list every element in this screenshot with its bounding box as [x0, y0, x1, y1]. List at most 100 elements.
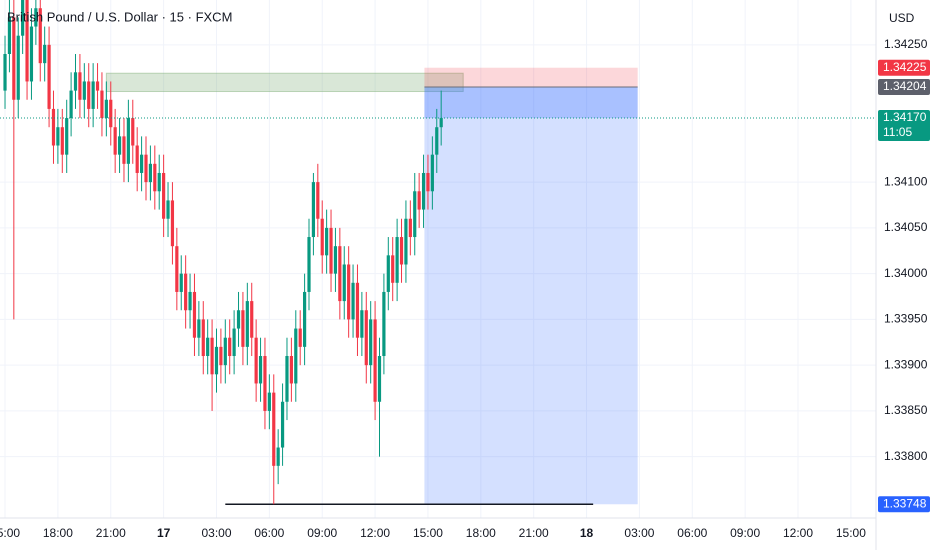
current-price-label: 1.34170: [883, 110, 927, 124]
candle-body: [95, 81, 100, 91]
candle-body: [316, 182, 320, 219]
candle-body: [87, 81, 91, 109]
candle-body: [139, 154, 144, 173]
candle-body: [170, 200, 175, 247]
candle-body: [280, 401, 285, 448]
candle-body: [38, 8, 42, 64]
candle-body: [197, 319, 201, 338]
candle-body: [355, 282, 360, 338]
candle-body: [25, 0, 29, 82]
candle-body: [166, 200, 170, 219]
candle-body: [426, 172, 430, 192]
candle-body: [413, 191, 417, 238]
stop-label-box: [878, 59, 930, 76]
candle-body: [421, 172, 426, 210]
candle-body: [408, 218, 412, 238]
x-tick-label: 18:00: [43, 526, 73, 540]
candle-body: [223, 337, 227, 366]
candle-body: [404, 218, 408, 265]
candle-body: [294, 328, 298, 384]
candle-body: [333, 246, 338, 274]
axes: 1.34250 1.34100 1.34050 1.34000 1.33950 1.339…: [0, 37, 930, 540]
candle-body: [232, 328, 236, 357]
candle-body: [386, 255, 390, 292]
candle-body: [144, 154, 148, 183]
entry-label-box: [878, 78, 930, 95]
candle-body: [417, 191, 421, 210]
candle-body: [113, 127, 117, 155]
candle-body: [21, 0, 25, 36]
candle-body: [69, 90, 73, 119]
candle-body: [175, 246, 179, 292]
plot: [0, 0, 876, 506]
candle-body: [188, 291, 192, 311]
candle-body: [179, 273, 183, 292]
current-price-label-box: [878, 110, 930, 142]
candle-body: [360, 310, 364, 338]
candle-body: [135, 145, 139, 173]
candle-body: [219, 346, 223, 366]
candle-body: [51, 108, 56, 146]
candle-body: [245, 301, 249, 347]
y-tick-label: 1.34100: [884, 174, 928, 188]
candle-body: [302, 291, 307, 347]
candle-body: [122, 136, 126, 164]
candle-body: [109, 99, 113, 128]
candle-body: [285, 356, 289, 402]
open-pnl-zone: [424, 86, 638, 119]
stop-zone: [424, 67, 638, 87]
x-tick-label: 06:00: [677, 526, 707, 540]
candle-body: [338, 246, 342, 302]
target-zone: [424, 86, 638, 505]
candle-body: [29, 26, 34, 82]
candle-body: [65, 118, 69, 155]
candle-body: [162, 172, 166, 219]
x-tick-label: 15:00: [0, 526, 20, 540]
supply-zone: [105, 72, 464, 93]
candle-body: [82, 81, 86, 100]
y-tick-label: 1.34250: [884, 37, 928, 51]
candle-body: [435, 127, 439, 155]
target-label-box: [878, 496, 930, 513]
y-tick-label: 1.33950: [884, 312, 928, 326]
x-tick-label: 21:00: [519, 526, 549, 540]
candle-body: [351, 282, 355, 320]
x-tick-label: 21:00: [96, 526, 126, 540]
candle-body: [73, 72, 78, 91]
candle-body: [373, 319, 377, 402]
x-tick-label: 15:00: [836, 526, 866, 540]
candle-body: [254, 337, 258, 384]
candle-body: [148, 163, 153, 183]
candle-body: [311, 182, 316, 238]
candle-body: [43, 44, 47, 64]
candle-body: [7, 17, 12, 54]
x-tick-label: 03:00: [624, 526, 654, 540]
x-tick-label: 09:00: [730, 526, 760, 540]
candle-body: [157, 172, 161, 192]
candle-body: [91, 81, 95, 109]
candle-body: [267, 392, 271, 411]
candle-body: [289, 356, 293, 384]
candle-body: [377, 356, 382, 402]
y-tick-label: 1.33800: [884, 449, 928, 463]
candle-body: [298, 328, 302, 347]
candle-body: [192, 291, 197, 338]
candle-body: [210, 337, 214, 375]
candle-body: [320, 218, 324, 256]
candle-body: [131, 118, 135, 146]
x-tick-label: 03:00: [201, 526, 231, 540]
stop-label: 1.34225: [883, 60, 927, 74]
candle-body: [382, 291, 386, 357]
x-tick-label: 18: [580, 526, 594, 540]
x-tick-label: 17: [157, 526, 171, 540]
candle-body: [60, 127, 64, 155]
candle-body: [241, 310, 245, 347]
countdown-label: 11:05: [883, 125, 912, 139]
candle-body: [258, 356, 263, 384]
candle-body: [276, 447, 280, 466]
candle-body: [56, 127, 60, 146]
candle-body: [342, 264, 346, 302]
x-tick-label: 12:00: [783, 526, 813, 540]
